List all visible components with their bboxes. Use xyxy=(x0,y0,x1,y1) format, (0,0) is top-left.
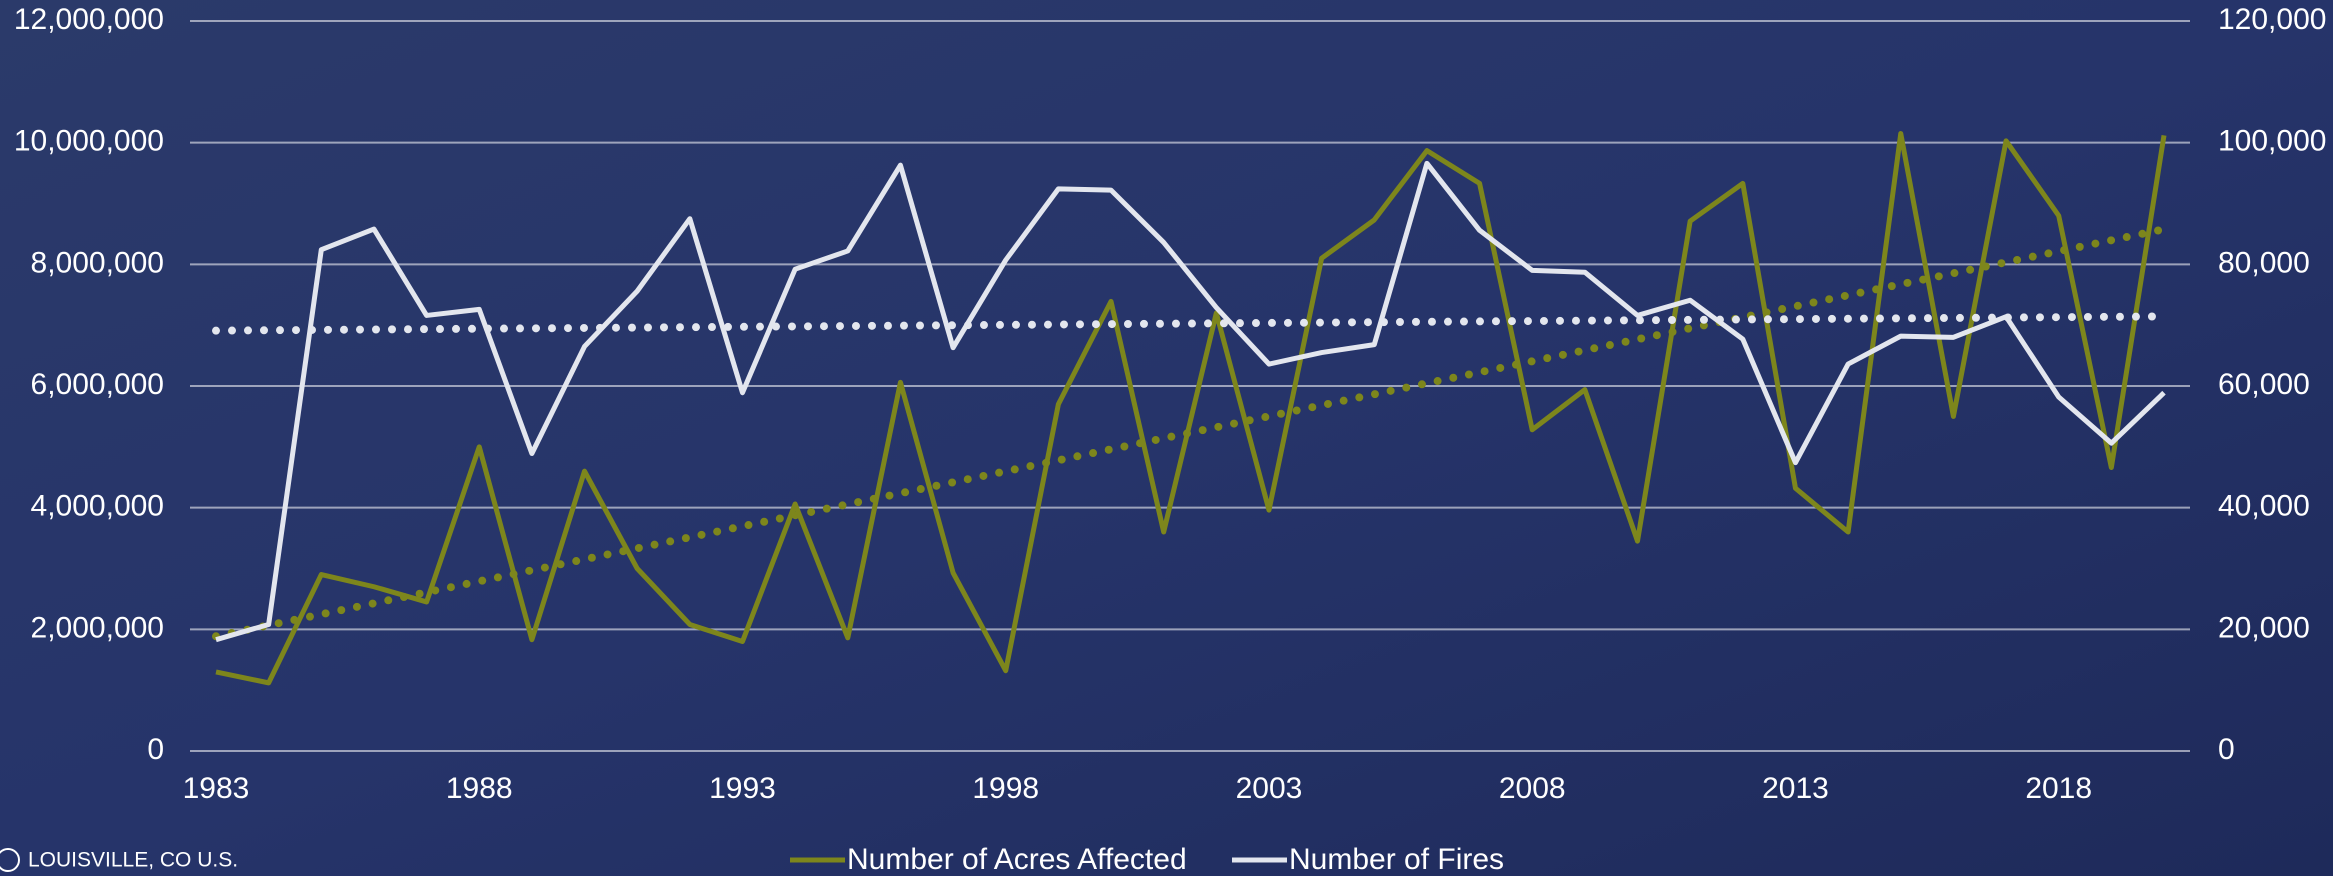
footer: LOUISVILLE, CO U.S. xyxy=(0,849,238,872)
background xyxy=(0,0,2333,876)
y2-tick-label: 20,000 xyxy=(2218,611,2310,644)
y2-tick-label: 60,000 xyxy=(2218,368,2310,401)
y-tick-label: 10,000,000 xyxy=(14,125,164,158)
y-tick-label: 2,000,000 xyxy=(31,611,164,644)
y-tick-label: 6,000,000 xyxy=(31,368,164,401)
x-tick-label: 2018 xyxy=(2025,772,2092,805)
x-tick-label: 1983 xyxy=(183,772,250,805)
x-tick-label: 1998 xyxy=(972,772,1039,805)
x-tick-label: 2003 xyxy=(1236,772,1303,805)
y-tick-label: 4,000,000 xyxy=(31,490,164,523)
y2-tick-label: 100,000 xyxy=(2218,125,2326,158)
x-tick-label: 2008 xyxy=(1499,772,1566,805)
legend-label: Number of Acres Affected xyxy=(847,843,1187,876)
footer-text: LOUISVILLE, CO U.S. xyxy=(28,849,238,872)
y2-tick-label: 120,000 xyxy=(2218,3,2326,36)
x-tick-label: 2013 xyxy=(1762,772,1829,805)
y2-tick-label: 80,000 xyxy=(2218,246,2310,279)
y2-tick-label: 0 xyxy=(2218,733,2235,766)
y-tick-label: 12,000,000 xyxy=(14,3,164,36)
x-tick-label: 1993 xyxy=(709,772,776,805)
chart: LOUISVILLE, CO U.S. 0 2,000,000 4,000,000 6… xyxy=(0,0,2333,876)
y-tick-label: 8,000,000 xyxy=(31,246,164,279)
y2-tick-label: 40,000 xyxy=(2218,490,2310,523)
legend-label: Number of Fires xyxy=(1289,843,1504,876)
x-tick-label: 1988 xyxy=(446,772,513,805)
y-tick-label: 0 xyxy=(147,733,164,766)
